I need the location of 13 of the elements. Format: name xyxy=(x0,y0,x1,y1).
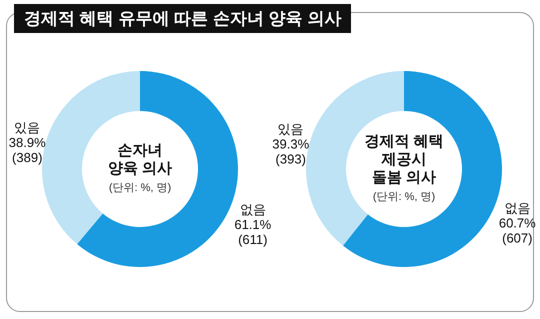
text: 손자녀 양육 의사 xyxy=(108,142,172,177)
slice-label: 있음 xyxy=(14,120,40,135)
text: 경제적 혜택 제공시 돌봄 의사 xyxy=(364,133,444,186)
chart-title: 경제적 혜택 유무에 따른 손자녀 양육 의사 xyxy=(14,4,352,33)
data-label: 60.7% (607) xyxy=(498,216,536,246)
slice-label: 없음 xyxy=(240,202,266,218)
text: (단위: %, 명) xyxy=(108,182,172,194)
slice-label: 없음 xyxy=(504,200,530,216)
data-label: 38.9% (389) xyxy=(8,134,46,165)
data-label: 39.3% (393) xyxy=(272,136,310,166)
text: (단위: %, 명) xyxy=(372,191,436,203)
data-label: 61.1% (611) xyxy=(234,217,272,248)
slice-label: 있음 xyxy=(278,121,304,136)
